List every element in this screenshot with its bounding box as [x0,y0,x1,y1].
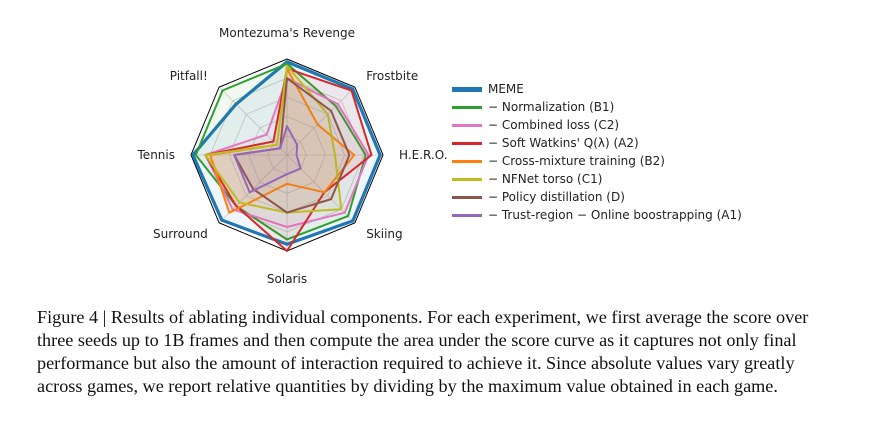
legend: MEME − Normalization (B1) − Combined loss … [452,80,742,224]
axis-label-6: Surround [153,227,208,241]
axis-label-5: Solaris [267,272,307,286]
legend-label: − Soft Watkins' Q(λ) (A2) [488,136,639,150]
legend-item: − Soft Watkins' Q(λ) (A2) [452,134,742,152]
legend-item: − Normalization (B1) [452,98,742,116]
axis-label-3: H.E.R.O. [399,148,448,162]
legend-item: MEME [452,80,742,98]
legend-swatch [452,105,482,109]
axis-label-4: Skiing [366,227,402,241]
legend-label: − Normalization (B1) [488,100,615,114]
grid-spoke-4 [286,154,356,224]
legend-item: − Trust-region − Online boostrapping (A1… [452,206,742,224]
series-line-4 [204,67,373,252]
grid-spoke-8 [218,86,288,156]
legend-swatch [452,177,482,181]
axis-label-2: Frostbite [366,69,418,83]
legend-item: − Policy distillation (D) [452,188,742,206]
figure: Montezuma's Revenge Frostbite H.E.R.O. Skii… [137,26,742,286]
legend-label: MEME [488,82,524,96]
legend-swatch [452,141,482,145]
legend-label: − Trust-region − Online boostrapping (A1… [488,208,742,222]
legend-label: − NFNet torso (C1) [488,172,603,186]
series-line-1 [191,60,382,246]
legend-item: − NFNet torso (C1) [452,170,742,188]
series-line-8 [233,125,302,194]
legend-swatch [452,213,482,217]
legend-item: − Cross-mixture training (B2) [452,152,742,170]
legend-swatch [452,123,482,127]
axis-label-8: Pitfall! [170,69,208,83]
legend-label: − Cross-mixture training (B2) [488,154,665,168]
legend-swatch [452,86,482,92]
legend-swatch [452,159,482,163]
legend-swatch [452,195,482,199]
axis-label-7: Tennis [137,148,175,162]
legend-item: − Combined loss (C2) [452,116,742,134]
legend-label: − Policy distillation (D) [488,190,625,204]
grid-spoke-2 [286,86,356,156]
axis-label-1: Montezuma's Revenge [219,26,355,40]
radar-chart: Montezuma's Revenge Frostbite H.E.R.O. Skii… [137,26,448,286]
legend-label: − Combined loss (C2) [488,118,620,132]
figure-caption: Figure 4 | Results of ablating individua… [37,307,809,396]
